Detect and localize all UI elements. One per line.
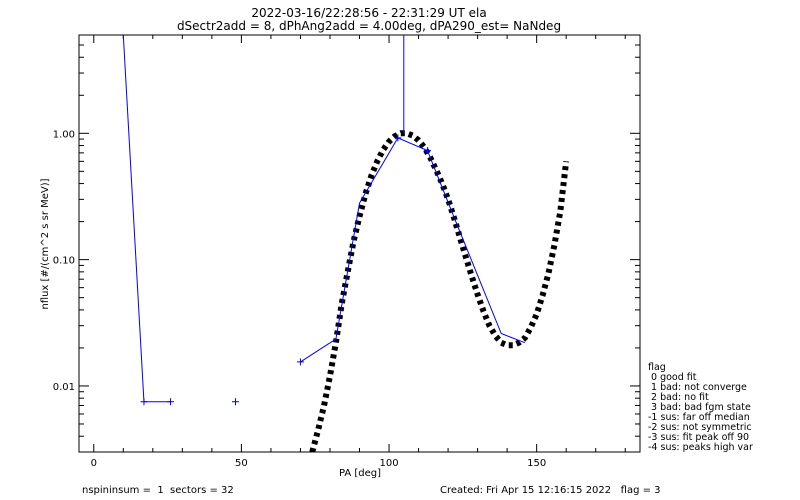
- data-point-marker: [423, 147, 431, 155]
- chart-subtitle: dSectr2add = 8, dPhAng2add = 4.00deg, dP…: [177, 19, 561, 33]
- fit-curve: [309, 130, 570, 452]
- legend-entry: 2 bad: no fit: [648, 392, 709, 403]
- flag-legend: flag 0 good fit 1 bad: not converge 2 ba…: [648, 362, 753, 453]
- data-point-marker: [394, 134, 402, 142]
- legend-entry: -2 sus: not symmetric: [648, 422, 752, 433]
- footer-created: Created: Fri Apr 15 12:16:15 2022 flag =…: [440, 485, 661, 496]
- y-axis-label: nflux [#/(cm^2 s sr MeV)]: [40, 178, 51, 309]
- legend-entry: -1 sus: far off median: [648, 412, 750, 423]
- data-series: [122, 35, 526, 406]
- x-tick-label: 150: [527, 458, 546, 469]
- legend-entry: 3 bad: bad fgm state: [648, 402, 751, 413]
- x-axis-ticks: 0 50 100 150: [91, 35, 626, 469]
- y-tick-label: 1.00: [53, 129, 75, 140]
- legend-entry: -3 sus: fit peak off 90: [648, 432, 749, 443]
- legend-title: flag: [648, 362, 666, 373]
- data-point-marker: [231, 398, 239, 406]
- data-line-segment: [300, 137, 526, 363]
- fit-series: [309, 130, 570, 452]
- chart-title: 2022-03-16/22:28:56 - 22:31:29 UT ela: [251, 6, 486, 20]
- y-tick-label: 0.10: [53, 256, 75, 267]
- x-tick-label: 0: [91, 458, 97, 469]
- footer-sectors: nspininsum = 1 sectors = 32: [82, 485, 234, 496]
- x-tick-label: 50: [235, 458, 248, 469]
- data-point-marker: [167, 398, 175, 406]
- x-tick-label: 100: [379, 458, 398, 469]
- x-axis-label: PA [deg]: [339, 468, 381, 479]
- data-point-marker: [296, 358, 304, 366]
- y-axis-ticks: 0.01 0.10 1.00: [53, 34, 640, 453]
- y-tick-label: 0.01: [53, 382, 75, 393]
- data-point-marker: [140, 398, 148, 406]
- data-line-segment: [122, 35, 171, 403]
- legend-entry: 1 bad: not converge: [648, 382, 747, 393]
- legend-entry: 0 good fit: [648, 372, 697, 383]
- plot-frame: [78, 34, 641, 453]
- legend-entry: -4 sus: peaks high var: [648, 442, 753, 453]
